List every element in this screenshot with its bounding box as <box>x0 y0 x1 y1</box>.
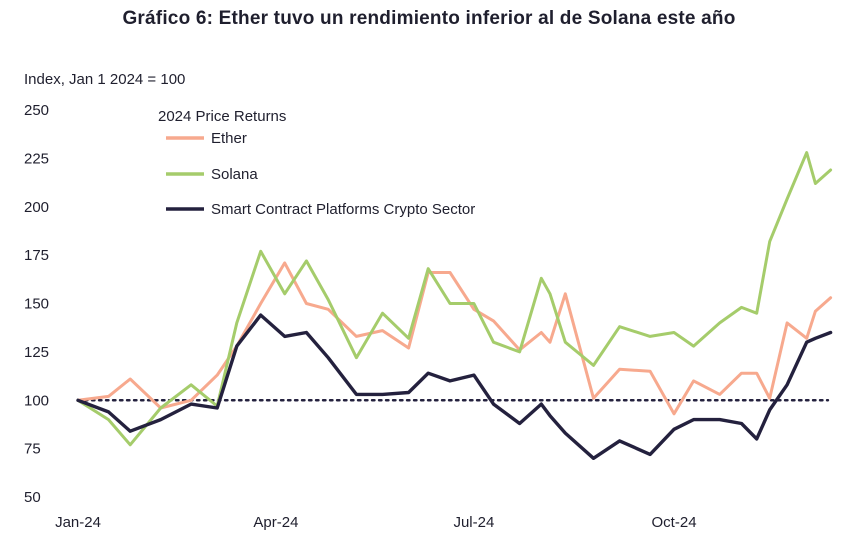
y-tick-label: 100 <box>24 392 49 409</box>
legend-label: Ether <box>211 130 247 147</box>
x-axis-ticks: Jan-24 Apr-24 Jul-24 Oct-24 <box>55 514 696 531</box>
y-tick-label: 250 <box>24 102 49 119</box>
y-tick-label: 175 <box>24 247 49 264</box>
x-tick-label: Apr-24 <box>253 514 298 531</box>
y-tick-label: 125 <box>24 344 49 361</box>
y-tick-label: 75 <box>24 441 41 458</box>
y-tick-label: 150 <box>24 296 49 313</box>
series-lines <box>76 151 833 460</box>
y-axis-unit-label: Index, Jan 1 2024 = 100 <box>24 71 185 88</box>
chart-title: Gráfico 6: Ether tuvo un rendimiento inf… <box>122 8 736 29</box>
series-line-solana <box>76 151 833 447</box>
x-tick-label: Oct-24 <box>652 514 697 531</box>
y-axis-ticks: 250 225 200 175 150 125 100 75 50 <box>24 102 49 506</box>
legend-label: Smart Contract Platforms Crypto Sector <box>211 201 475 218</box>
series-line-smart-contract-platforms-crypto-sector <box>76 313 833 460</box>
series-line-ether <box>76 261 833 416</box>
legend-label: Solana <box>211 166 258 183</box>
y-tick-label: 50 <box>24 489 41 506</box>
y-tick-label: 200 <box>24 199 49 216</box>
legend-title: 2024 Price Returns <box>158 108 286 125</box>
x-tick-label: Jul-24 <box>453 514 494 531</box>
x-tick-label: Jan-24 <box>55 514 101 531</box>
legend: 2024 Price Returns Ether Solana Smart Cont… <box>158 108 475 218</box>
y-tick-label: 225 <box>24 150 49 167</box>
